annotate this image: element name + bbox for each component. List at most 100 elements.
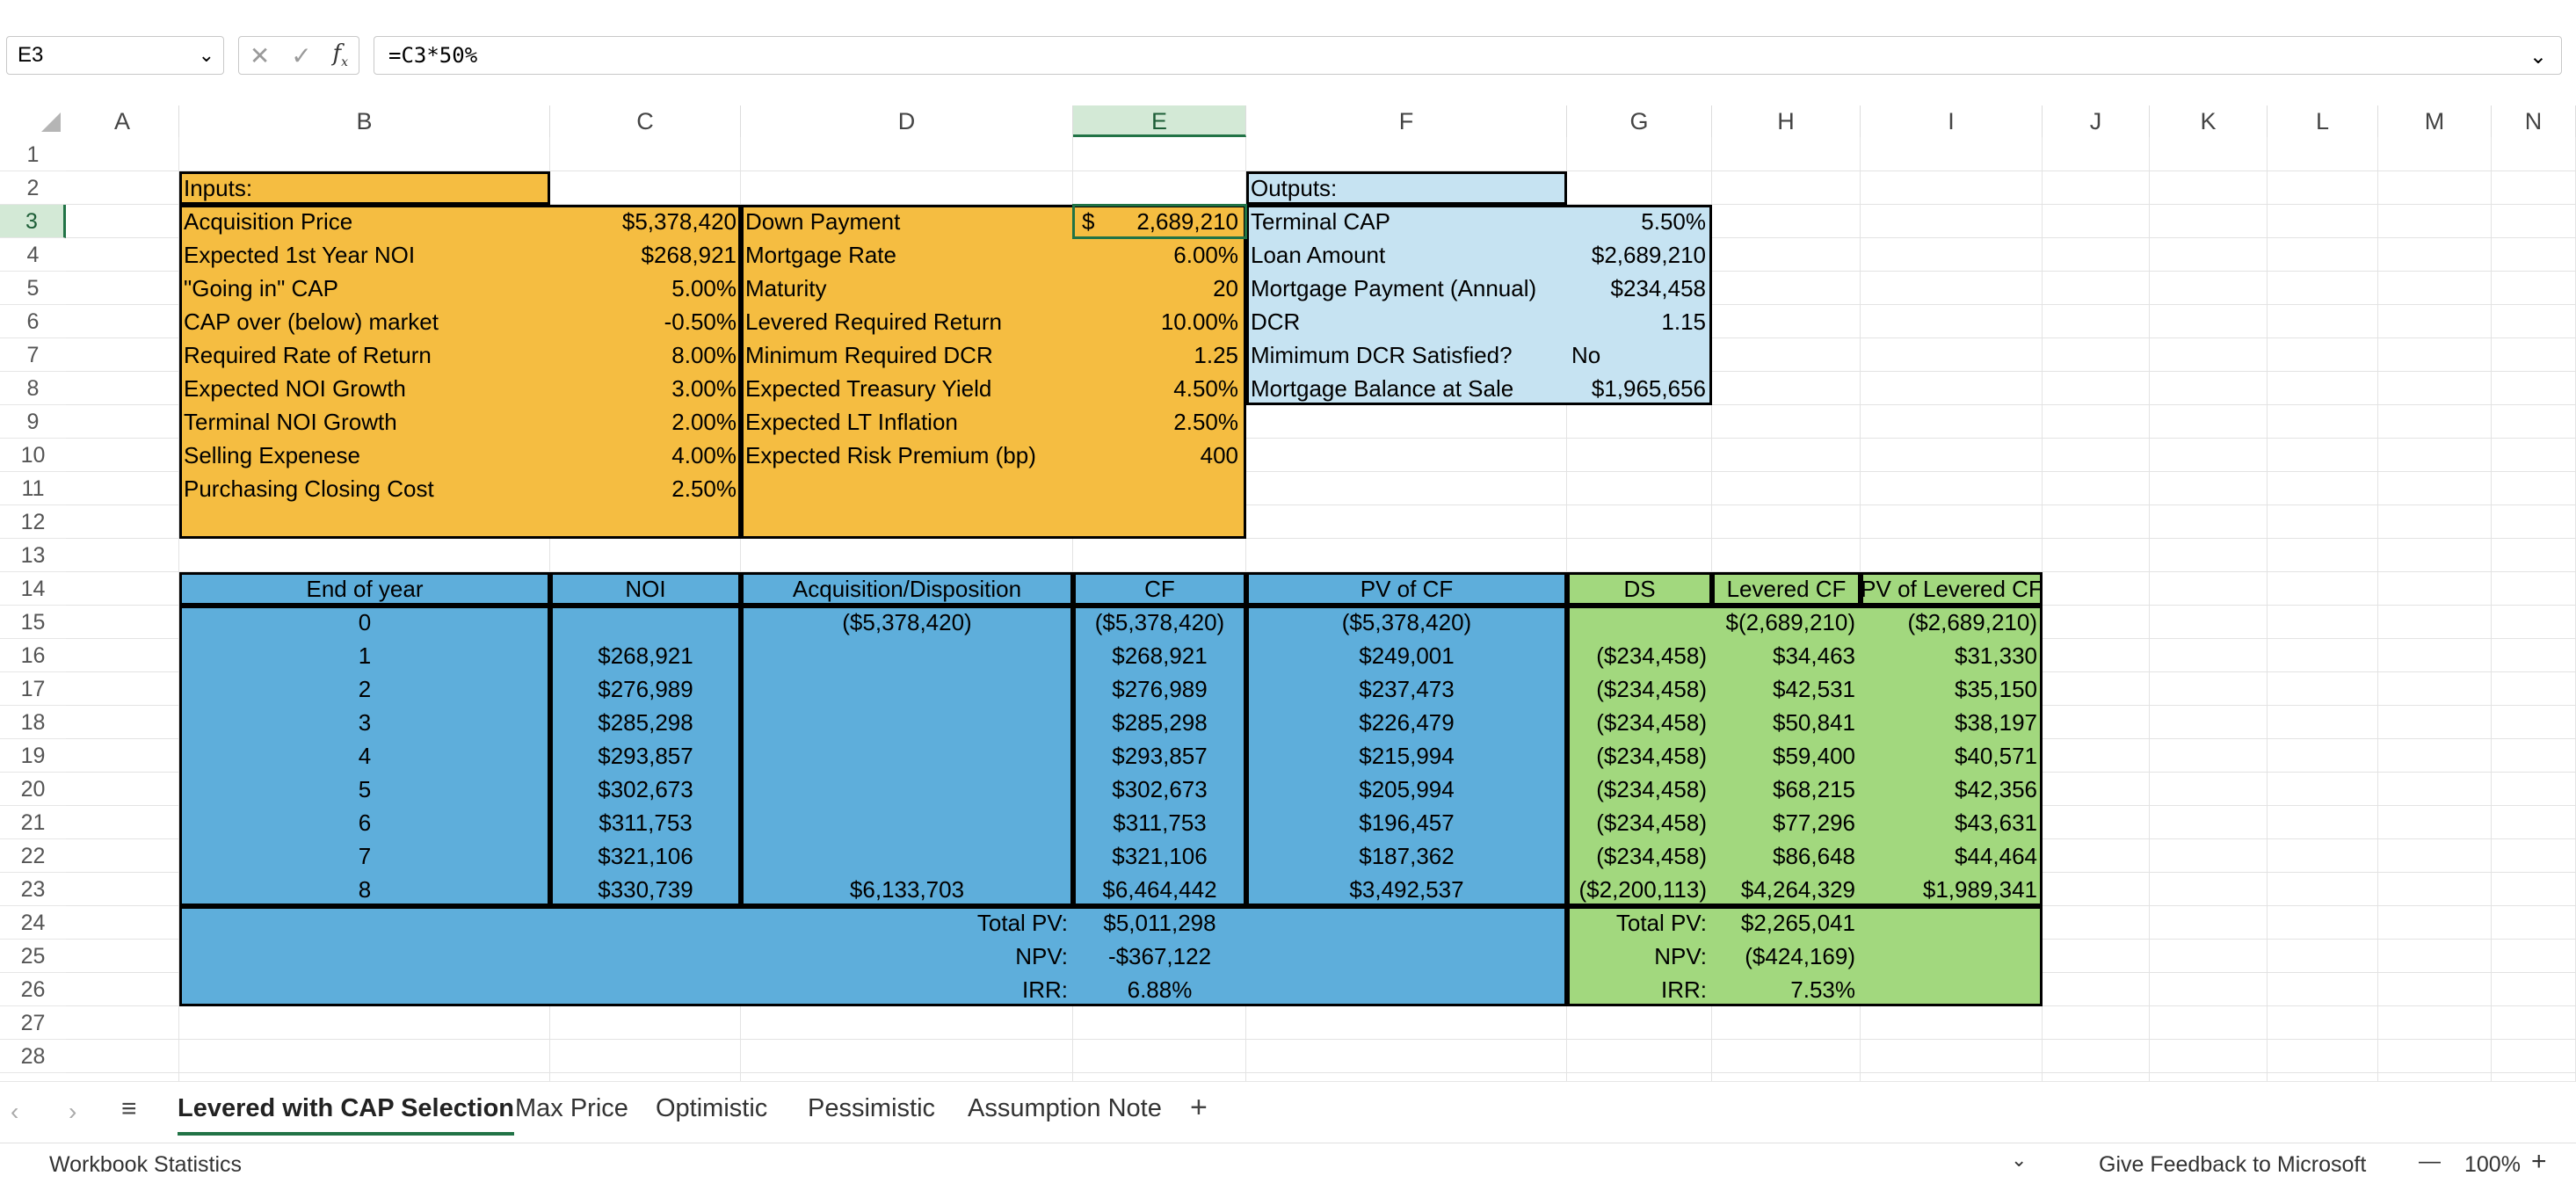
column-header-f[interactable]: F [1246, 105, 1567, 137]
input-label: Maturity [745, 275, 827, 301]
row-header-8[interactable]: 8 [0, 372, 66, 405]
row-header-2[interactable]: 2 [0, 171, 66, 205]
all-sheets-menu-icon[interactable]: ≡ [121, 1094, 137, 1123]
levered-summary-value: ($424,169) [1745, 943, 1855, 969]
gridline [66, 571, 2576, 572]
column-header-l[interactable]: L [2268, 105, 2378, 137]
chevron-down-icon[interactable]: ⌄ [198, 44, 214, 66]
row-header-23[interactable]: 23 [0, 873, 66, 906]
cf-table-cell: $311,753 [599, 809, 693, 836]
row-header-7[interactable]: 7 [0, 338, 66, 372]
row-header-18[interactable]: 18 [0, 706, 66, 739]
sheet-tab-assumption-note[interactable]: Assumption Note [968, 1094, 1162, 1122]
column-header-h[interactable]: H [1712, 105, 1861, 137]
input-value: 2.50% [671, 475, 737, 502]
unlevered-summary-label: IRR: [1022, 976, 1068, 1003]
confirm-icon[interactable]: ✓ [291, 41, 312, 69]
row-header-19[interactable]: 19 [0, 739, 66, 773]
sheet-tab-levered-with-cap-selection[interactable]: Levered with CAP Selection [178, 1094, 515, 1136]
row-header-3[interactable]: 3 [0, 205, 66, 238]
chevron-down-icon[interactable]: ⌄ [2011, 1149, 2028, 1171]
cf-table-cell: 0 [358, 609, 372, 635]
sheet-tab-optimistic[interactable]: Optimistic [656, 1094, 768, 1122]
row-header-13[interactable]: 13 [0, 539, 66, 572]
cf-table-cell: ($5,378,420) [1341, 609, 1472, 635]
input-label: Levered Required Return [745, 308, 1002, 335]
cf-unlevered-summary [179, 906, 1567, 1006]
cf-table-cell: $38,197 [1955, 709, 2037, 736]
row-header-20[interactable]: 20 [0, 773, 66, 806]
selected-cell-e3[interactable] [1072, 204, 1247, 239]
output-value: $234,458 [1610, 275, 1706, 301]
row-header-1[interactable]: 1 [0, 138, 66, 171]
cancel-icon[interactable]: ✕ [249, 41, 271, 69]
cf-header-cell [1567, 572, 1712, 606]
worksheet-grid[interactable]: A B C D E F G H I J K L M N 1 2 3 4 5 6 7 8 9 10 11 12 13 14 15 16 17 1… [0, 105, 2576, 1081]
input-value: -0.50% [664, 308, 737, 335]
name-box[interactable]: E3 ⌄ [6, 36, 224, 75]
column-header-a[interactable]: A [66, 105, 179, 137]
select-all-corner[interactable] [0, 105, 66, 137]
column-header-e[interactable]: E [1073, 105, 1246, 137]
zoom-in-icon[interactable]: + [2531, 1147, 2547, 1176]
input-value: 400 [1200, 442, 1238, 468]
zoom-out-icon[interactable]: — [2419, 1149, 2441, 1173]
row-header-24[interactable]: 24 [0, 906, 66, 940]
output-value: $2,689,210 [1591, 242, 1706, 268]
row-header-16[interactable]: 16 [0, 639, 66, 672]
cf-body-levered [1567, 606, 2043, 906]
cf-body-column [550, 606, 741, 906]
row-header-26[interactable]: 26 [0, 973, 66, 1006]
workbook-statistics[interactable]: Workbook Statistics [49, 1152, 243, 1177]
row-header-17[interactable]: 17 [0, 672, 66, 706]
column-header-m[interactable]: M [2378, 105, 2492, 137]
zoom-level[interactable]: 100% [2464, 1152, 2521, 1177]
row-header-4[interactable]: 4 [0, 238, 66, 272]
row-header-10[interactable]: 10 [0, 439, 66, 472]
row-header-27[interactable]: 27 [0, 1006, 66, 1040]
gridline [66, 438, 2576, 439]
cf-table-cell: $4,264,329 [1740, 876, 1855, 903]
column-header-k[interactable]: K [2150, 105, 2268, 137]
row-header-6[interactable]: 6 [0, 305, 66, 338]
levered-summary-value: 7.53% [1790, 976, 1855, 1003]
output-label: Terminal CAP [1251, 208, 1390, 235]
row-header-5[interactable]: 5 [0, 272, 66, 305]
gridline [2491, 137, 2492, 1081]
formula-input[interactable]: =C3*50% ⌄ [374, 36, 2562, 75]
row-header-9[interactable]: 9 [0, 405, 66, 439]
column-header-g[interactable]: G [1567, 105, 1712, 137]
next-sheet-icon[interactable]: › [69, 1098, 77, 1125]
column-header-d[interactable]: D [741, 105, 1073, 137]
sheet-tab-max-price[interactable]: Max Price [515, 1094, 628, 1122]
row-header-11[interactable]: 11 [0, 472, 66, 505]
column-header-i[interactable]: I [1861, 105, 2043, 137]
column-header-b[interactable]: B [179, 105, 550, 137]
expand-formula-icon[interactable]: ⌄ [2529, 45, 2547, 69]
insert-function-icon[interactable]: fx [332, 40, 349, 70]
row-header-15[interactable]: 15 [0, 606, 66, 639]
sheet-tab-pessimistic[interactable]: Pessimistic [808, 1094, 936, 1122]
row-header-12[interactable]: 12 [0, 505, 66, 539]
cf-table-cell: $237,473 [1359, 676, 1455, 702]
gridline [2377, 137, 2378, 1081]
cf-header-cell [1246, 572, 1567, 606]
row-header-22[interactable]: 22 [0, 839, 66, 873]
row-header-28[interactable]: 28 [0, 1040, 66, 1073]
output-label: Mimimum DCR Satisfied? [1251, 342, 1513, 368]
cf-table-cell: 7 [358, 843, 372, 869]
column-header-c[interactable]: C [550, 105, 741, 137]
cf-table-cell: $77,296 [1773, 809, 1855, 836]
column-header-n[interactable]: N [2492, 105, 2576, 137]
row-header-25[interactable]: 25 [0, 940, 66, 973]
cf-column-header: Levered CF [1726, 576, 1847, 602]
cf-table-cell: $268,921 [598, 642, 693, 669]
add-sheet-icon[interactable]: + [1190, 1091, 1208, 1124]
input-label: Selling Expenese [184, 442, 360, 468]
row-header-21[interactable]: 21 [0, 806, 66, 839]
gridline [2267, 137, 2268, 1081]
column-header-j[interactable]: J [2043, 105, 2150, 137]
row-header-14[interactable]: 14 [0, 572, 66, 606]
feedback-link[interactable]: Give Feedback to Microsoft [2099, 1152, 2367, 1177]
prev-sheet-icon[interactable]: ‹ [11, 1098, 19, 1125]
